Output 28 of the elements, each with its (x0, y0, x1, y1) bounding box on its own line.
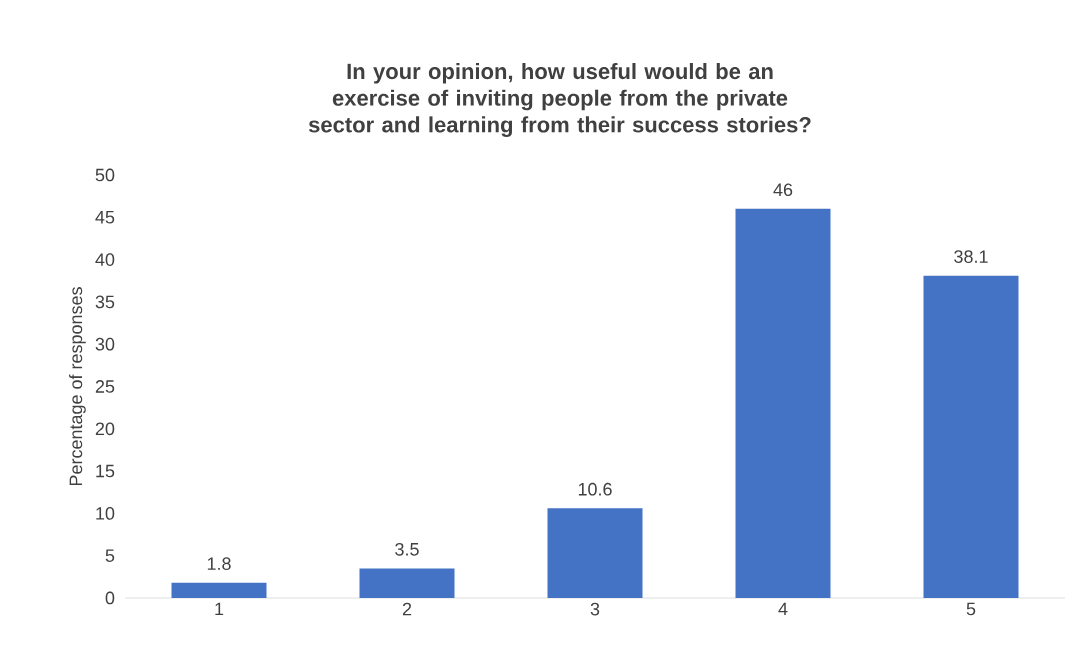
y-tick-label: 45 (95, 211, 115, 224)
bar (735, 208, 831, 598)
data-label: 38.1 (954, 250, 988, 263)
y-tick-label: 5 (105, 549, 115, 562)
y-tick-label: 15 (96, 464, 115, 478)
data-label: 10.6 (578, 482, 612, 496)
y-tick-label: 30 (95, 337, 115, 351)
y-tick-label: 25 (95, 380, 115, 393)
bar (547, 508, 643, 598)
y-tick-label: 35 (95, 295, 115, 309)
y-tick-label: 0 (105, 591, 115, 605)
y-tick-label: 50 (95, 168, 115, 182)
bar (359, 568, 455, 598)
x-tick-label: 3 (590, 602, 600, 616)
y-tick-label: 20 (95, 422, 115, 436)
bar (923, 275, 1019, 598)
data-label: 46 (773, 183, 793, 197)
x-tick-label: 4 (778, 602, 788, 616)
x-tick-label: 1 (215, 602, 224, 616)
chart-title: In your opinion, how useful would be an exercise of inviting people from the private sector and learning from their success stories? (308, 63, 811, 137)
x-tick-label: 5 (966, 602, 976, 616)
y-tick-label: 10 (96, 507, 115, 520)
data-label: 3.5 (395, 542, 419, 556)
x-tick-label: 2 (402, 602, 412, 616)
bar (171, 582, 267, 598)
data-label: 1.8 (207, 557, 231, 571)
y-tick-label: 40 (95, 253, 115, 266)
y-axis-title: Percentage of responses (69, 287, 86, 486)
